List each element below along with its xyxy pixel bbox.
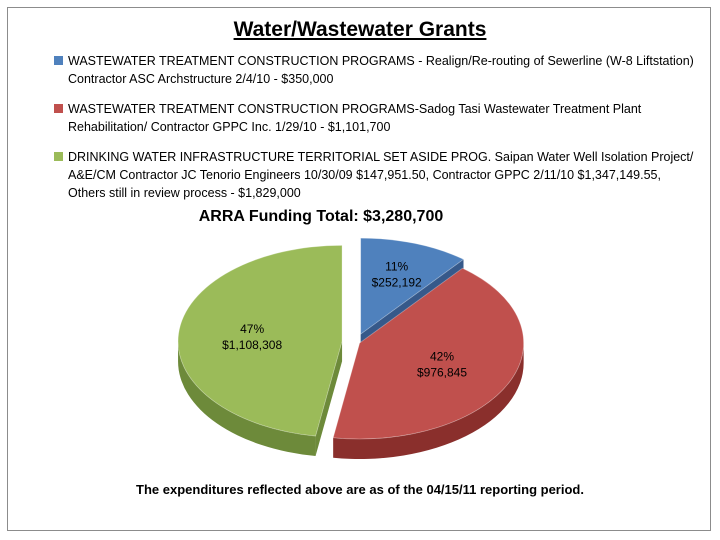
pie-slice-side-red: [333, 342, 524, 459]
slide-frame: Water/Wastewater Grants WASTEWATER TREAT…: [7, 7, 711, 531]
pie-slice-blue: [360, 237, 465, 335]
legend-item-wastewater-sewerline: WASTEWATER TREATMENT CONSTRUCTION PROGRA…: [54, 52, 694, 88]
slice-value-label: $1,108,308: [222, 338, 282, 352]
legend: WASTEWATER TREATMENT CONSTRUCTION PROGRA…: [54, 52, 694, 214]
legend-swatch-blue: [54, 56, 63, 65]
chart-subtitle: ARRA Funding Total: $3,280,700: [199, 208, 444, 225]
legend-item-drinking-water: DRINKING WATER INFRASTRUCTURE TERRITORIA…: [54, 148, 694, 202]
legend-swatch-green: [54, 152, 63, 161]
legend-text: WASTEWATER TREATMENT CONSTRUCTION PROGRA…: [68, 102, 642, 134]
slice-percent-label: 47%: [240, 322, 264, 336]
slice-value-label: $976,845: [417, 366, 467, 380]
legend-text: WASTEWATER TREATMENT CONSTRUCTION PROGRA…: [68, 54, 694, 86]
pie-slice-side-green: [178, 341, 316, 457]
pie-slices: [177, 237, 525, 459]
slice-percent-label: 11%: [385, 259, 408, 273]
pie-labels: 11% $252,192 42% $976,845 47% $1,108,308: [222, 259, 467, 379]
slice-percent-label: 42%: [430, 350, 454, 364]
legend-text: DRINKING WATER INFRASTRUCTURE TERRITORIA…: [68, 150, 694, 200]
legend-item-wastewater-treatment-plant: WASTEWATER TREATMENT CONSTRUCTION PROGRA…: [54, 100, 694, 136]
reporting-period-note: The expenditures reflected above are as …: [136, 482, 584, 497]
pie-slice-red: [332, 267, 525, 440]
slice-value-label: $252,192: [372, 275, 422, 289]
legend-swatch-red: [54, 104, 63, 113]
pie-slice-edge-green: [315, 341, 343, 457]
page-title: Water/Wastewater Grants: [233, 18, 487, 41]
pie-slice-green: [177, 244, 343, 437]
pie-chart: ARRA Funding Total: $3,280,700 11% $252,1…: [177, 208, 525, 459]
